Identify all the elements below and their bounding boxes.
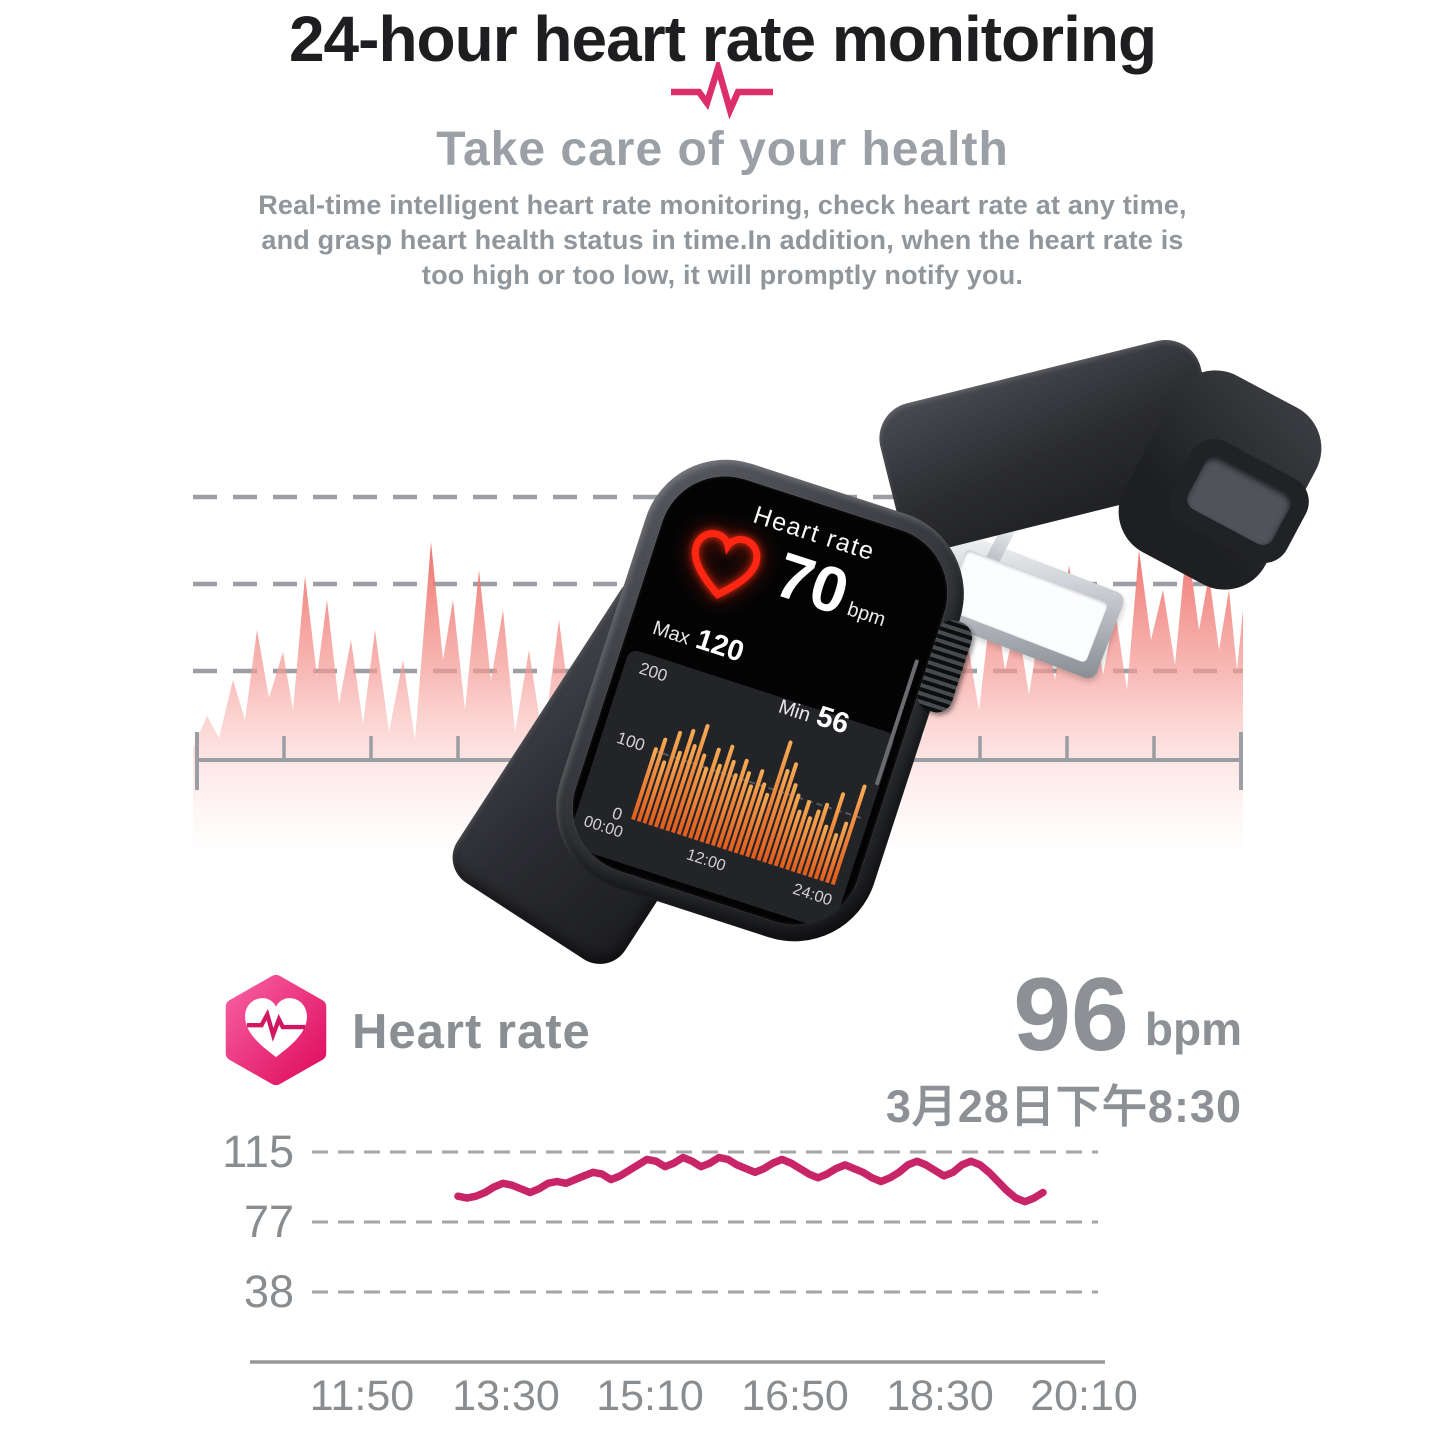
summary-reading: 96 bpm 3月28日下午8:30 xyxy=(885,957,1242,1135)
description-line: Real-time intelligent heart rate monitor… xyxy=(258,190,1187,220)
subtitle: Take care of your health xyxy=(436,123,1009,176)
watch-max-label: Max xyxy=(649,617,693,650)
description: Real-time intelligent heart rate monitor… xyxy=(0,188,1445,293)
description-line: too high or too low, it will promptly no… xyxy=(421,260,1024,290)
watch-max-value: 120 xyxy=(691,623,748,669)
hr-chart-xtick: 16:50 xyxy=(741,1372,849,1420)
neon-heart-icon xyxy=(691,530,761,599)
summary-datetime: 3月28日下午8:30 xyxy=(885,1080,1242,1132)
hr-chart-ytick: 115 xyxy=(222,1126,294,1177)
watch-chart-ytick: 200 xyxy=(636,658,670,686)
hr-chart-xtick: 15:10 xyxy=(596,1372,704,1420)
watch-case: Heart rate 70 bpm Max 120 Min 56 200 100… xyxy=(534,437,986,964)
summary-bpm-value: 96 xyxy=(1013,957,1129,1073)
watch-screen: Heart rate 70 bpm Max 120 Min 56 200 100… xyxy=(555,459,965,942)
summary-bpm-unit: bpm xyxy=(1144,1002,1242,1055)
hr-line-series xyxy=(454,1153,1047,1206)
watch-chart-xtick: 24:00 xyxy=(790,880,835,910)
hr-chart-xticks: 11:50 13:30 15:10 16:50 18:30 20:10 xyxy=(0,1372,1445,1432)
watch-bpm-unit: bpm xyxy=(844,598,889,632)
watch-chart-ytick: 100 xyxy=(614,728,648,756)
hr-chart-xtick: 18:30 xyxy=(886,1372,994,1420)
hr-chart-xtick: 11:50 xyxy=(309,1372,415,1420)
ecg-wave-area xyxy=(193,540,1243,900)
hr-chart-xtick: 20:10 xyxy=(1030,1372,1138,1420)
heart-rate-app-icon xyxy=(225,974,327,1086)
summary-label: Heart rate xyxy=(352,1005,591,1059)
heartbeat-pulse-icon xyxy=(671,62,773,120)
hr-chart-ytick: 38 xyxy=(243,1266,294,1317)
page-title: 24-hour heart rate monitoring xyxy=(288,3,1157,75)
hr-chart-xtick: 13:30 xyxy=(452,1372,560,1420)
hr-chart-ytick: 77 xyxy=(243,1196,294,1247)
description-line: and grasp heart health status in time.In… xyxy=(261,225,1184,255)
hr-gridlines xyxy=(312,1150,1098,1294)
watch-chart-xtick: 12:00 xyxy=(684,846,728,875)
heart-rate-line-chart xyxy=(250,1150,1105,1364)
